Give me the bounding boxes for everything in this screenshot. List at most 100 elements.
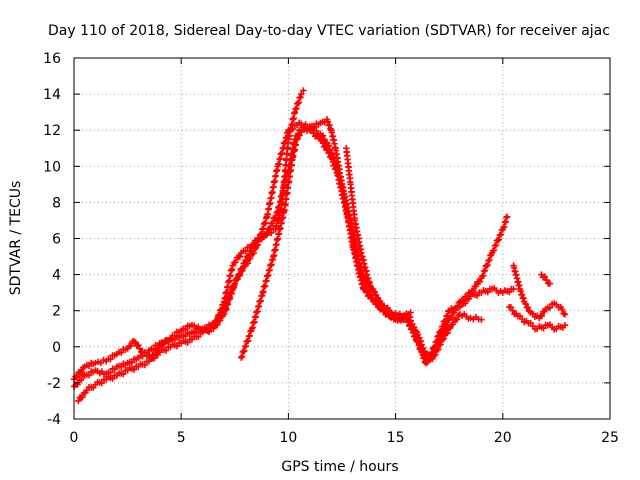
data-point xyxy=(439,323,447,330)
data-point xyxy=(269,219,276,227)
data-point xyxy=(120,370,127,378)
data-point xyxy=(424,359,431,366)
y-tick-label: -4 xyxy=(47,412,61,428)
data-point xyxy=(325,142,333,149)
data-point xyxy=(236,253,244,260)
series-track-7 xyxy=(506,303,569,333)
data-point xyxy=(291,108,299,116)
data-point xyxy=(266,224,274,232)
data-point xyxy=(85,371,93,379)
data-point xyxy=(214,316,221,324)
data-point xyxy=(319,132,327,140)
data-point xyxy=(546,304,554,311)
data-point xyxy=(440,335,448,342)
data-point xyxy=(375,295,382,302)
data-point xyxy=(462,300,469,307)
data-point xyxy=(476,278,484,285)
y-axis-label: SDTVAR / TECUs xyxy=(8,181,24,296)
data-point xyxy=(242,247,249,255)
data-point xyxy=(74,381,81,388)
data-point xyxy=(558,306,566,313)
data-point xyxy=(234,275,241,283)
data-point xyxy=(433,338,440,345)
data-point xyxy=(449,320,456,328)
y-tick-label: 0 xyxy=(52,340,61,356)
x-tick-label: 0 xyxy=(70,430,79,446)
data-point xyxy=(293,105,300,112)
data-point xyxy=(541,273,549,280)
data-point xyxy=(321,136,328,143)
data-point xyxy=(543,276,550,284)
data-point xyxy=(98,379,106,387)
data-point xyxy=(442,317,449,324)
y-tick-label: 14 xyxy=(43,87,61,103)
x-tick-labels: 0 5 10 15 20 25 xyxy=(70,430,619,446)
data-point xyxy=(242,256,249,264)
gridlines xyxy=(74,58,610,419)
data-point xyxy=(330,153,337,160)
data-point xyxy=(400,313,408,321)
data-point xyxy=(437,328,445,335)
data-point xyxy=(77,376,85,384)
data-point xyxy=(561,311,569,318)
data-point xyxy=(407,309,414,316)
x-axis-label: GPS time / hours xyxy=(281,459,398,475)
y-tick-label: 16 xyxy=(43,51,61,67)
data-point xyxy=(481,267,489,274)
y-tick-label: 4 xyxy=(52,268,61,284)
data-point xyxy=(510,285,517,293)
data-point xyxy=(444,312,451,319)
data-point xyxy=(430,352,438,360)
x-tick-label: 20 xyxy=(494,430,512,446)
y-tick-label: -2 xyxy=(47,376,61,392)
x-tick-label: 5 xyxy=(177,430,186,446)
data-point xyxy=(479,272,487,279)
data-point xyxy=(560,310,567,317)
data-point xyxy=(503,213,511,221)
data-point xyxy=(366,282,374,289)
data-point xyxy=(371,288,378,296)
data-point xyxy=(453,316,461,323)
data-point xyxy=(215,311,223,319)
data-point xyxy=(435,332,442,340)
data-point xyxy=(326,146,334,153)
data-point xyxy=(444,329,451,337)
data-point xyxy=(324,118,332,125)
data-point xyxy=(524,304,532,311)
data-point xyxy=(472,283,480,290)
data-point xyxy=(232,258,239,266)
data-point xyxy=(561,321,569,329)
data-point xyxy=(239,264,246,272)
data-point xyxy=(300,87,307,94)
data-point xyxy=(127,342,135,349)
data-point xyxy=(509,307,516,314)
data-point xyxy=(136,345,143,352)
data-point xyxy=(432,351,439,358)
data-point xyxy=(135,342,142,349)
y-tick-label: 12 xyxy=(43,123,61,139)
data-point xyxy=(369,285,376,292)
data-point xyxy=(456,303,464,311)
data-point xyxy=(211,322,219,329)
data-point xyxy=(236,270,243,277)
series-track-2 xyxy=(75,126,517,405)
data-point xyxy=(546,280,554,287)
data-point xyxy=(435,346,442,353)
data-point xyxy=(538,312,546,320)
data-point xyxy=(141,361,148,369)
data-point xyxy=(376,299,383,306)
data-point xyxy=(297,93,304,101)
data-point xyxy=(372,292,380,299)
y-tick-labels: -4 -2 0 2 4 6 8 10 12 14 16 xyxy=(43,51,61,428)
y-tick-label: 10 xyxy=(43,159,61,175)
data-point xyxy=(182,325,189,333)
data-point xyxy=(73,373,81,380)
chart-title: Day 110 of 2018, Sidereal Day-to-day VTE… xyxy=(48,23,610,39)
data-point xyxy=(171,332,178,339)
data-point xyxy=(492,242,500,249)
data-point xyxy=(490,247,498,254)
axis-ticks xyxy=(73,57,611,420)
data-point xyxy=(218,306,225,313)
data-point xyxy=(522,300,529,308)
